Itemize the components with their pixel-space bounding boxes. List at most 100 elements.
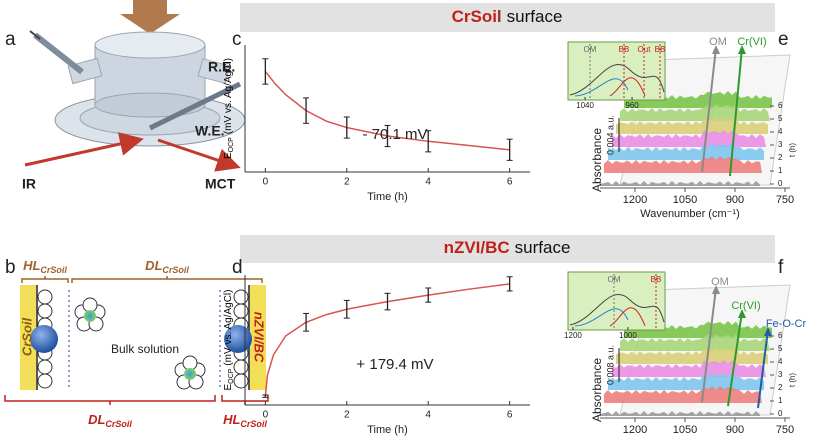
arrow-head: [738, 45, 746, 54]
spectrum-band: [600, 411, 760, 416]
apparatus: [24, 0, 246, 172]
y-label-rest: (mV vs. Ag/AgCl): [223, 58, 234, 134]
bracket-label-main: DL: [145, 258, 162, 273]
t-axis-label: t (h): [788, 373, 797, 388]
inset-tick-label: 1040: [576, 101, 594, 110]
apparatus-label: R.E.: [208, 59, 235, 75]
spectrum-band: [612, 360, 766, 377]
x-tick-label: 0: [263, 410, 269, 421]
x-tick-label: 750: [776, 424, 794, 436]
spectrum-band: [624, 321, 772, 338]
spectrum-band: [616, 347, 768, 364]
bracket-label-main: HL: [23, 258, 40, 273]
panel-label: d: [232, 257, 243, 278]
y-label-main: E: [223, 383, 234, 390]
spectrum-band: [620, 104, 770, 121]
t-tick-label: 2: [778, 383, 783, 392]
x-tick-label: 1200: [623, 424, 647, 436]
data-line: [264, 283, 510, 397]
peak-label: Fe-O-Cr: [766, 318, 807, 330]
peak-arrow: [701, 287, 717, 403]
x-tick-label: 2: [344, 177, 350, 188]
y-label-rest: (mV vs. Ag/AgCl): [223, 290, 234, 366]
header-name: CrSoil: [452, 7, 502, 26]
peak-label: OM: [711, 276, 729, 288]
inset-label: BB: [651, 275, 662, 284]
x-tick-label: 2: [344, 410, 350, 421]
x-axis-label: Time (h): [367, 424, 408, 436]
peak-label: OM: [709, 36, 727, 48]
x-axis-label: Wavenumber (cm⁻¹): [640, 438, 740, 439]
wall-label: CrSoil: [19, 317, 34, 356]
t-tick-label: 6: [778, 331, 783, 340]
spectrum-band: [600, 181, 760, 186]
peak-label: Cr(VI): [737, 36, 766, 48]
inset-tick-label: 1000: [619, 331, 637, 340]
panel-header: CrSoil surface: [452, 7, 563, 26]
spectrum-band: [604, 156, 762, 173]
inset-label: BB: [655, 45, 666, 54]
header-name: nZVI/BC: [444, 238, 510, 257]
t-tick-label: 4: [778, 357, 783, 366]
spectrum-band: [620, 334, 770, 351]
bracket-label-main: HL: [223, 412, 240, 427]
arrow-head: [712, 45, 720, 54]
t-tick-label: 1: [778, 166, 783, 175]
apparatus-label: MCT: [205, 176, 236, 192]
header-rest: surface: [507, 7, 563, 26]
inset-curve: [574, 308, 629, 327]
apparatus-label: IR: [22, 176, 36, 192]
scale-label: 0.004 a.u.: [605, 115, 615, 155]
x-tick-label: 4: [425, 177, 431, 188]
inset-label: Out: [638, 45, 652, 54]
x-tick-label: 6: [507, 177, 513, 188]
inset-label: OM: [584, 45, 597, 54]
y-axis-label: EOCP (mV vs. Ag/AgCl): [223, 58, 235, 159]
peak-arrow: [729, 47, 743, 177]
y-axis-label: Absorbance: [590, 358, 604, 422]
bracket-label: HLCrSoil: [23, 258, 67, 275]
bulk-label: Bulk solution: [111, 342, 179, 356]
panel-label: f: [778, 257, 784, 278]
inset-curve: [609, 307, 646, 327]
inset-curve: [574, 78, 629, 97]
x-tick-label: 900: [726, 194, 744, 206]
header-bar: [240, 235, 775, 263]
arrow-head: [764, 327, 772, 336]
t-tick-label: 0: [778, 179, 783, 188]
y-axis-label: Absorbance: [590, 128, 604, 192]
peak-arrow: [757, 329, 769, 409]
t-tick-label: 1: [778, 396, 783, 405]
x-axis-label: Wavenumber (cm⁻¹): [640, 208, 740, 220]
bracket-label-main: DL: [88, 412, 105, 427]
arrow-head: [738, 309, 746, 318]
panel-label: b: [5, 257, 16, 278]
y-label-sub: OCP: [228, 137, 235, 153]
t-tick-label: 0: [778, 409, 783, 418]
scale-label: 0.008 a.u.: [605, 345, 615, 385]
spectrum-band: [616, 117, 768, 134]
panel-label: e: [778, 29, 789, 50]
x-axis-label: Time (h): [367, 191, 408, 203]
arrow-head: [712, 285, 720, 294]
inset-label: OM: [608, 275, 621, 284]
bracket-label: HLCrSoil: [223, 412, 267, 429]
bracket-label-sub: CrSoil: [240, 419, 267, 429]
t-tick-label: 5: [778, 114, 783, 123]
spectrum-band: [612, 130, 766, 147]
annotation: - 70.1 mV: [362, 126, 427, 143]
inset-tick-label: 960: [625, 101, 639, 110]
panel-label: a: [5, 29, 16, 50]
x-tick-label: 1050: [673, 424, 697, 436]
bracket-label-sub: CrSoil: [40, 265, 67, 275]
bracket-label-sub: CrSoil: [162, 265, 189, 275]
bracket-label: DLCrSoil: [145, 258, 189, 275]
wall-label: nZVI/BC: [252, 312, 267, 363]
y-label-sub: OCP: [228, 368, 235, 384]
inset-tick-label: 1200: [564, 331, 582, 340]
annotation: + 179.4 mV: [356, 356, 433, 373]
peak-arrow: [727, 311, 743, 407]
panel-header: nZVI/BC surface: [444, 238, 571, 257]
x-tick-label: 750: [776, 194, 794, 206]
